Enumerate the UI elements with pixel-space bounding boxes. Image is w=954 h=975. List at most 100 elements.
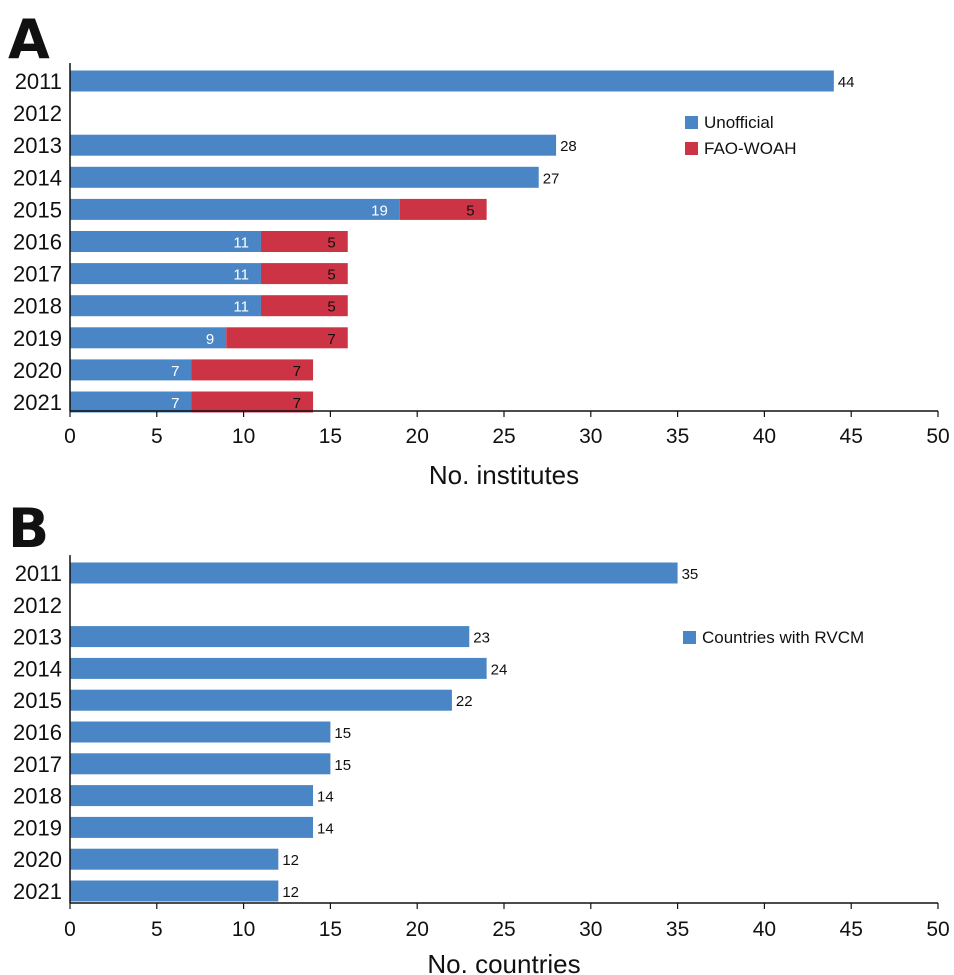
category-label: 2015	[13, 688, 62, 713]
data-label: 5	[327, 267, 335, 284]
x-tick-label: 5	[151, 918, 163, 941]
bar-countries-with-rvcm	[70, 626, 470, 648]
data-label: 24	[491, 661, 508, 678]
data-label: 14	[317, 820, 334, 837]
data-label: 15	[334, 757, 351, 774]
panel-letter-b: B	[8, 497, 49, 560]
category-label: 2020	[13, 358, 62, 383]
bar-unofficial	[70, 198, 400, 220]
category-label: 2020	[13, 847, 62, 872]
x-tick-label: 40	[753, 918, 776, 941]
legend-label: Unofficial	[704, 113, 774, 132]
category-label: 2012	[13, 101, 62, 126]
x-tick-label: 10	[232, 918, 255, 941]
data-label: 44	[838, 74, 855, 91]
bar-countries-with-rvcm	[70, 689, 452, 711]
category-label: 2012	[13, 593, 62, 618]
data-label: 35	[682, 566, 699, 583]
category-label: 2013	[13, 625, 62, 650]
bar-unofficial	[70, 231, 261, 252]
data-label: 5	[327, 299, 335, 316]
x-tick-label: 30	[579, 425, 602, 448]
data-label: 12	[282, 852, 299, 869]
data-label: 7	[293, 395, 301, 412]
bar-unofficial	[70, 70, 834, 92]
bar-unofficial	[70, 166, 539, 188]
category-label: 2013	[13, 133, 62, 158]
x-tick-label: 35	[666, 918, 689, 941]
data-label: 5	[466, 202, 474, 219]
category-label: 2011	[15, 69, 62, 94]
bar-countries-with-rvcm	[70, 880, 279, 902]
x-tick-label: 25	[492, 918, 515, 941]
bar-countries-with-rvcm	[70, 816, 314, 838]
bar-unofficial	[70, 327, 227, 349]
x-tick-label: 45	[840, 425, 863, 448]
panel-letter-a: A	[8, 8, 50, 71]
x-tick-label: 0	[64, 425, 76, 448]
legend-swatch	[685, 142, 698, 155]
category-label: 2016	[13, 230, 62, 255]
data-label: 7	[171, 395, 179, 412]
legend-label: FAO-WOAH	[704, 139, 797, 158]
x-tick-label: 40	[753, 425, 776, 448]
bar-fao-woah	[226, 327, 348, 349]
category-label: 2017	[13, 752, 62, 777]
data-label: 11	[233, 267, 249, 284]
x-tick-label: 30	[579, 918, 602, 941]
category-label: 2018	[13, 294, 62, 319]
bar-fao-woah	[260, 231, 348, 252]
bar-unofficial	[70, 359, 192, 381]
data-label: 23	[473, 630, 490, 647]
bar-fao-woah	[191, 391, 314, 413]
category-label: 2021	[13, 390, 62, 415]
data-label: 9	[206, 331, 214, 348]
data-label: 28	[560, 138, 577, 155]
x-tick-label: 15	[319, 918, 342, 941]
legend-label: Countries with RVCM	[702, 628, 864, 647]
data-label: 11	[233, 299, 249, 316]
x-tick-label: 45	[840, 918, 863, 941]
data-label: 22	[456, 693, 473, 710]
data-label: 7	[171, 363, 179, 380]
bar-unofficial	[70, 134, 557, 156]
bar-unofficial	[70, 263, 261, 285]
category-label: 2015	[13, 197, 62, 222]
x-tick-label: 15	[319, 425, 342, 448]
data-label: 12	[282, 884, 299, 901]
data-label: 27	[543, 170, 560, 187]
x-tick-label: 20	[406, 918, 429, 941]
x-tick-label: 0	[64, 918, 76, 941]
legend-swatch	[683, 631, 696, 644]
category-label: 2016	[13, 720, 62, 745]
x-tick-label: 10	[232, 425, 255, 448]
bar-fao-woah	[399, 198, 487, 220]
category-label: 2019	[13, 815, 62, 840]
bar-unofficial	[70, 295, 261, 317]
legend-swatch	[685, 116, 698, 129]
x-tick-label: 50	[926, 918, 949, 941]
bar-fao-woah	[260, 295, 348, 317]
category-label: 2014	[13, 165, 62, 190]
data-label: 14	[317, 789, 334, 806]
category-label: 2018	[13, 784, 62, 809]
data-label: 7	[293, 363, 301, 380]
x-tick-label: 20	[406, 425, 429, 448]
x-tick-label: 5	[151, 425, 163, 448]
x-axis-title: No. institutes	[429, 460, 579, 490]
x-tick-label: 25	[492, 425, 515, 448]
bar-countries-with-rvcm	[70, 657, 487, 679]
bar-countries-with-rvcm	[70, 785, 314, 807]
x-axis-title: No. countries	[427, 949, 580, 975]
category-label: 2014	[13, 656, 62, 681]
data-label: 7	[327, 331, 335, 348]
x-tick-label: 35	[666, 425, 689, 448]
bar-fao-woah	[260, 263, 348, 285]
bar-countries-with-rvcm	[70, 562, 678, 584]
bar-fao-woah	[191, 359, 314, 381]
bar-countries-with-rvcm	[70, 721, 331, 743]
data-label: 5	[327, 235, 335, 252]
category-label: 2017	[13, 262, 62, 287]
